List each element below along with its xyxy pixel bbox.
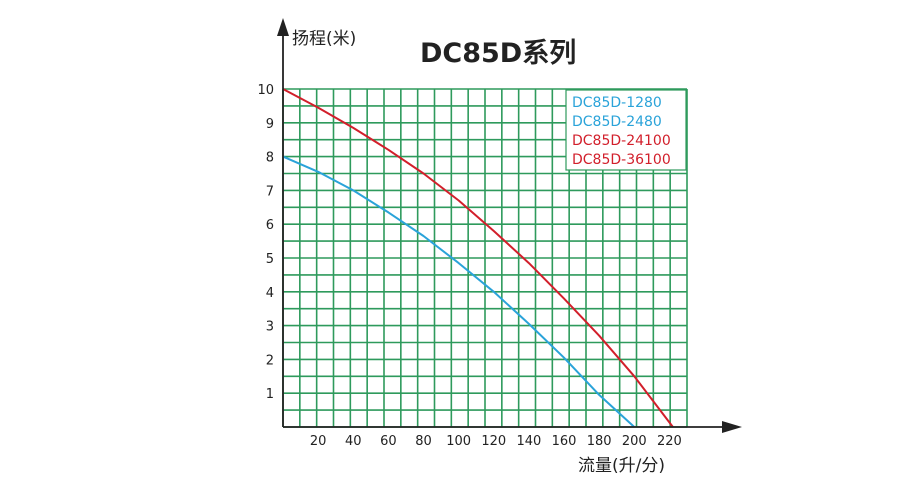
- x-tick-label: 200: [622, 434, 647, 449]
- series-layer: [282, 88, 674, 428]
- series-line-1: [282, 155, 635, 428]
- x-tick-label: 60: [380, 434, 397, 449]
- legend-entry: DC85D-24100: [572, 133, 671, 149]
- y-tick-label: 9: [266, 117, 274, 132]
- x-axis-arrow: [722, 421, 742, 433]
- series-line-2: [282, 88, 674, 428]
- y-axis-arrow: [277, 18, 289, 36]
- y-tick-label: 7: [266, 184, 274, 199]
- x-tick-label: 20: [310, 434, 327, 449]
- legend-entry: DC85D-1280: [572, 95, 662, 111]
- grid: [282, 88, 688, 428]
- x-tick-label: 100: [446, 434, 471, 449]
- y-tick-label: 2: [266, 353, 274, 368]
- y-tick-label: 8: [266, 151, 274, 166]
- x-tick-label: 220: [657, 434, 682, 449]
- legend-box: [565, 89, 687, 171]
- x-tick-label: 40: [345, 434, 362, 449]
- y-tick-label: 6: [266, 218, 274, 233]
- x-tick-label: 140: [516, 434, 541, 449]
- tick-labels: 1 2 3 4 5 6 7 8 9 10 20 40 60 80 100 120 140 160 180 200 220: [257, 83, 681, 449]
- y-tick-label: 5: [266, 252, 274, 267]
- x-tick-label: 80: [415, 434, 432, 449]
- legend-entry: DC85D-2480: [572, 114, 662, 130]
- x-axis-label: 流量(升/分): [578, 456, 665, 476]
- y-tick-label: 3: [266, 320, 274, 335]
- legend: DC85D-1280 DC85D-2480 DC85D-24100 DC85D-361…: [565, 89, 687, 171]
- y-tick-label: 4: [266, 286, 274, 301]
- chart-title: DC85D系列: [420, 38, 576, 69]
- axes: [277, 18, 742, 433]
- x-tick-label: 120: [481, 434, 506, 449]
- x-tick-label: 160: [552, 434, 577, 449]
- x-tick-label: 180: [587, 434, 612, 449]
- legend-entry: DC85D-36100: [572, 152, 671, 168]
- y-tick-label: 10: [257, 83, 274, 98]
- y-axis-label: 扬程(米): [292, 29, 356, 49]
- y-tick-label: 1: [266, 387, 274, 402]
